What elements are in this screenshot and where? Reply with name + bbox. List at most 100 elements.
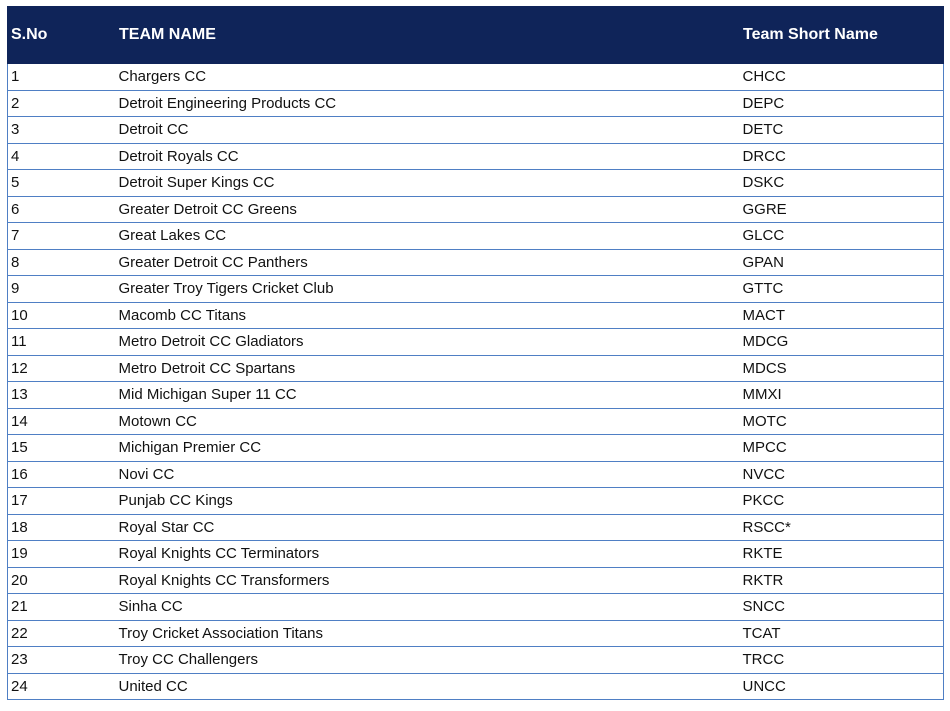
table-row: 19 Royal Knights CC Terminators RKTE xyxy=(7,540,944,568)
cell-team-short-name: MDCS xyxy=(737,354,944,382)
cell-team-name: Greater Troy Tigers Cricket Club xyxy=(107,275,738,303)
cell-sno: 11 xyxy=(7,328,108,356)
cell-team-short-name: MDCG xyxy=(737,328,944,356)
cell-team-short-name: DSKC xyxy=(737,169,944,197)
table-row: 9 Greater Troy Tigers Cricket Club GTTC xyxy=(7,275,944,303)
cell-team-short-name: NVCC xyxy=(737,460,944,488)
cell-team-short-name: UNCC xyxy=(737,672,944,700)
table-row: 22 Troy Cricket Association Titans TCAT xyxy=(7,619,944,647)
cell-team-name: Mid Michigan Super 11 CC xyxy=(107,381,738,409)
table-row: 5 Detroit Super Kings CC DSKC xyxy=(7,169,944,197)
table-row: 3 Detroit CC DETC xyxy=(7,116,944,144)
cell-team-name: United CC xyxy=(107,672,738,700)
cell-sno: 21 xyxy=(7,593,108,621)
cell-team-name: Punjab CC Kings xyxy=(107,487,738,515)
cell-sno: 18 xyxy=(7,513,108,541)
cell-team-name: Novi CC xyxy=(107,460,738,488)
cell-team-name: Royal Star CC xyxy=(107,513,738,541)
column-header-short-name: Team Short Name xyxy=(737,6,944,64)
cell-team-name: Detroit Super Kings CC xyxy=(107,169,738,197)
cell-team-name: Royal Knights CC Transformers xyxy=(107,566,738,594)
cell-team-name: Troy Cricket Association Titans xyxy=(107,619,738,647)
table-row: 14 Motown CC MOTC xyxy=(7,407,944,435)
header-row: S.No TEAM NAME Team Short Name xyxy=(7,6,944,64)
cell-team-name: Michigan Premier CC xyxy=(107,434,738,462)
column-header-team-name: TEAM NAME xyxy=(107,6,738,64)
cell-sno: 22 xyxy=(7,619,108,647)
cell-team-name: Royal Knights CC Terminators xyxy=(107,540,738,568)
table-row: 7 Great Lakes CC GLCC xyxy=(7,222,944,250)
table-row: 11 Metro Detroit CC Gladiators MDCG xyxy=(7,328,944,356)
cell-team-name: Macomb CC Titans xyxy=(107,301,738,329)
table-row: 20 Royal Knights CC Transformers RKTR xyxy=(7,566,944,594)
column-header-sno: S.No xyxy=(7,6,108,64)
table-row: 8 Greater Detroit CC Panthers GPAN xyxy=(7,248,944,276)
cell-sno: 8 xyxy=(7,248,108,276)
cell-team-name: Motown CC xyxy=(107,407,738,435)
cell-team-name: Great Lakes CC xyxy=(107,222,738,250)
cell-sno: 17 xyxy=(7,487,108,515)
cell-sno: 10 xyxy=(7,301,108,329)
cell-team-short-name: TRCC xyxy=(737,646,944,674)
cell-sno: 3 xyxy=(7,116,108,144)
cell-team-short-name: RKTE xyxy=(737,540,944,568)
cell-sno: 14 xyxy=(7,407,108,435)
teams-table: S.No TEAM NAME Team Short Name 1 Chargers… xyxy=(7,6,944,700)
table-row: 18 Royal Star CC RSCC* xyxy=(7,513,944,541)
cell-team-name: Chargers CC xyxy=(107,63,738,91)
cell-team-name: Greater Detroit CC Greens xyxy=(107,195,738,223)
cell-team-short-name: RSCC* xyxy=(737,513,944,541)
cell-team-short-name: PKCC xyxy=(737,487,944,515)
cell-sno: 4 xyxy=(7,142,108,170)
cell-sno: 24 xyxy=(7,672,108,700)
team-list-sheet: S.No TEAM NAME Team Short Name 1 Chargers… xyxy=(7,6,944,700)
cell-sno: 23 xyxy=(7,646,108,674)
table-row: 17 Punjab CC Kings PKCC xyxy=(7,487,944,515)
cell-team-short-name: DRCC xyxy=(737,142,944,170)
cell-team-short-name: RKTR xyxy=(737,566,944,594)
table-row: 16 Novi CC NVCC xyxy=(7,460,944,488)
cell-team-name: Metro Detroit CC Spartans xyxy=(107,354,738,382)
cell-sno: 1 xyxy=(7,63,108,91)
cell-team-short-name: GTTC xyxy=(737,275,944,303)
cell-team-short-name: TCAT xyxy=(737,619,944,647)
cell-team-name: Metro Detroit CC Gladiators xyxy=(107,328,738,356)
cell-team-short-name: MOTC xyxy=(737,407,944,435)
cell-team-short-name: SNCC xyxy=(737,593,944,621)
cell-team-short-name: MPCC xyxy=(737,434,944,462)
cell-sno: 16 xyxy=(7,460,108,488)
table-header: S.No TEAM NAME Team Short Name xyxy=(7,6,944,64)
cell-sno: 12 xyxy=(7,354,108,382)
cell-team-short-name: GGRE xyxy=(737,195,944,223)
cell-sno: 5 xyxy=(7,169,108,197)
cell-team-short-name: MACT xyxy=(737,301,944,329)
table-row: 10 Macomb CC Titans MACT xyxy=(7,301,944,329)
cell-sno: 13 xyxy=(7,381,108,409)
cell-team-short-name: GPAN xyxy=(737,248,944,276)
table-row: 24 United CC UNCC xyxy=(7,672,944,700)
table-row: 1 Chargers CC CHCC xyxy=(7,63,944,91)
cell-sno: 6 xyxy=(7,195,108,223)
cell-team-short-name: CHCC xyxy=(737,63,944,91)
cell-team-short-name: DETC xyxy=(737,116,944,144)
cell-team-name: Greater Detroit CC Panthers xyxy=(107,248,738,276)
cell-team-name: Troy CC Challengers xyxy=(107,646,738,674)
table-row: 12 Metro Detroit CC Spartans MDCS xyxy=(7,354,944,382)
cell-team-name: Detroit CC xyxy=(107,116,738,144)
cell-team-name: Detroit Engineering Products CC xyxy=(107,89,738,117)
cell-sno: 2 xyxy=(7,89,108,117)
cell-sno: 15 xyxy=(7,434,108,462)
table-row: 13 Mid Michigan Super 11 CC MMXI xyxy=(7,381,944,409)
cell-team-name: Detroit Royals CC xyxy=(107,142,738,170)
table-body: 1 Chargers CC CHCC 2 Detroit Engineering Pro… xyxy=(7,63,944,700)
cell-team-short-name: DEPC xyxy=(737,89,944,117)
table-row: 4 Detroit Royals CC DRCC xyxy=(7,142,944,170)
table-row: 2 Detroit Engineering Products CC DEPC xyxy=(7,89,944,117)
table-row: 6 Greater Detroit CC Greens GGRE xyxy=(7,195,944,223)
cell-sno: 20 xyxy=(7,566,108,594)
table-row: 23 Troy CC Challengers TRCC xyxy=(7,646,944,674)
cell-sno: 9 xyxy=(7,275,108,303)
cell-team-short-name: MMXI xyxy=(737,381,944,409)
table-row: 21 Sinha CC SNCC xyxy=(7,593,944,621)
cell-team-name: Sinha CC xyxy=(107,593,738,621)
